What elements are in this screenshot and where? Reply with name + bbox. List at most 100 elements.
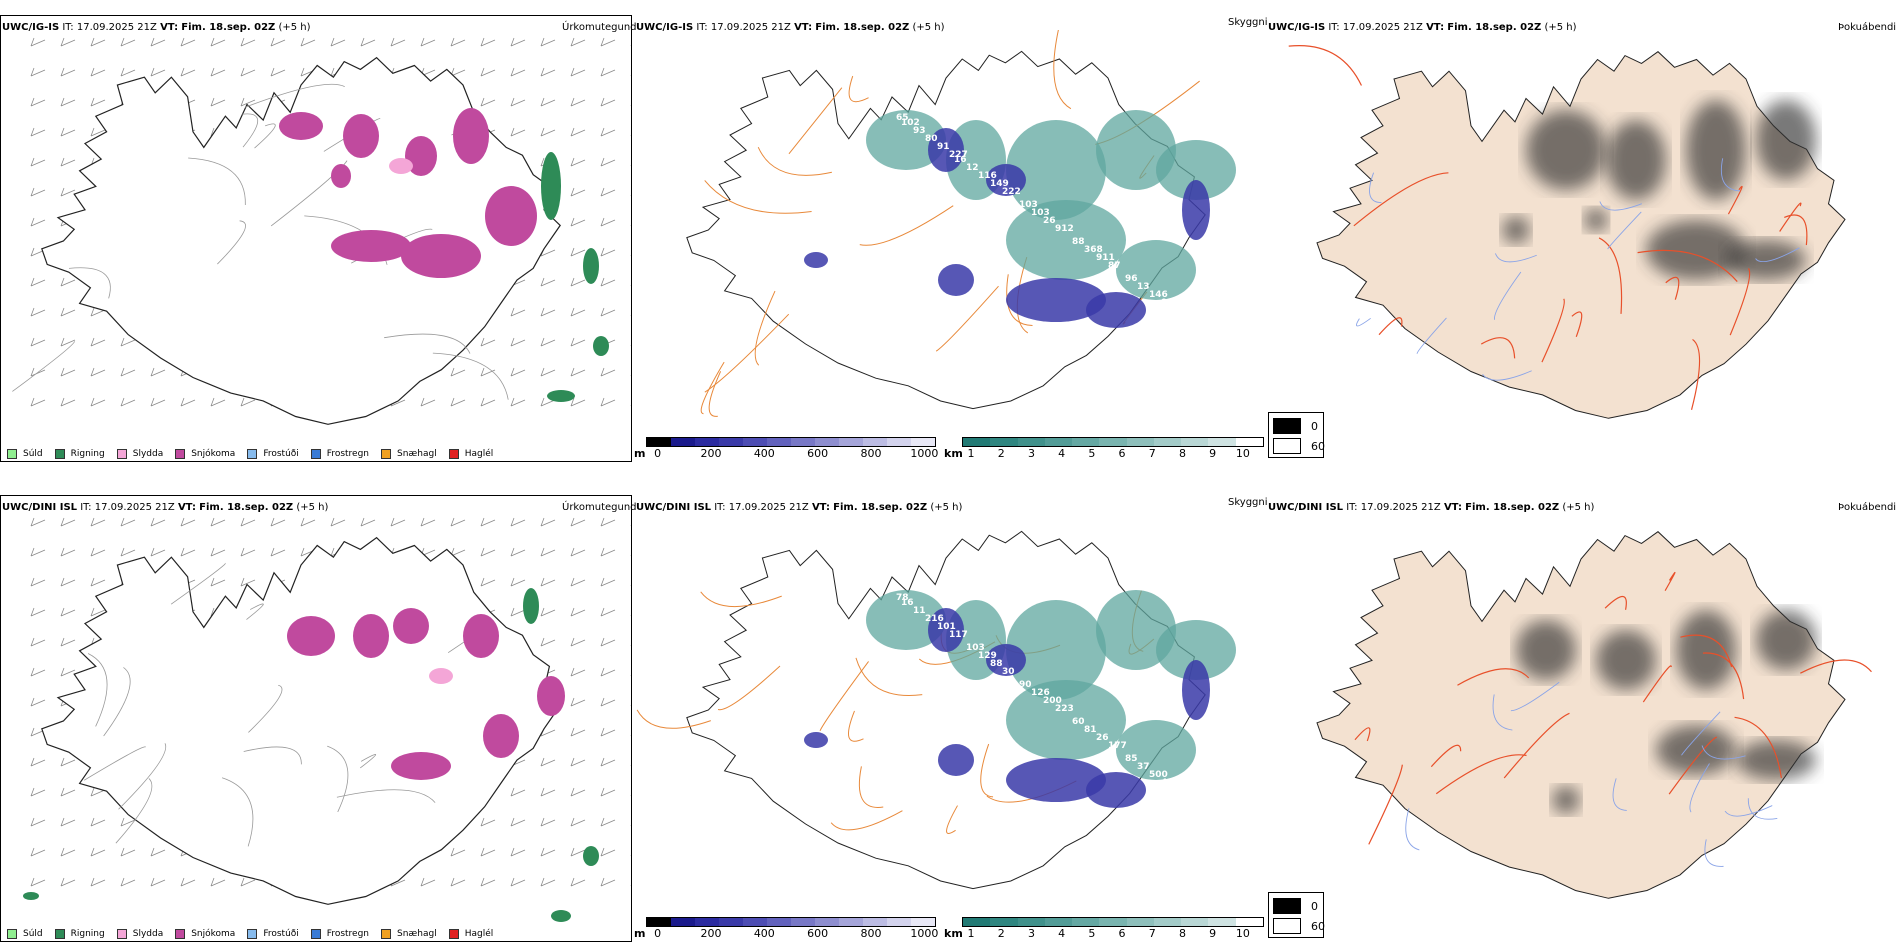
- colorbar-step: [1235, 438, 1263, 446]
- rain-area: [583, 846, 599, 866]
- it-value: 17.09.2025 21Z: [76, 22, 157, 33]
- wind-barb: [30, 367, 46, 377]
- colorbar-step: [1181, 918, 1209, 926]
- panel-title: Skyggni: [1228, 17, 1268, 28]
- road-line: [1784, 214, 1808, 246]
- wind-barb: [90, 787, 106, 797]
- legend-swatch: [116, 449, 127, 459]
- wind-barb: [510, 337, 526, 347]
- sleet-area: [389, 158, 413, 174]
- wind-barb: [570, 67, 586, 77]
- wind-barb: [570, 307, 586, 317]
- wind-barb: [570, 37, 586, 47]
- wind-barb: [150, 397, 166, 407]
- wind-barb: [150, 367, 166, 377]
- run-info: UWC/IG-IS IT: 17.09.2025 21Z VT: Fim. 18…: [636, 22, 945, 33]
- vt-value: Fim. 18.sep. 02Z: [181, 22, 276, 33]
- river-line: [1482, 370, 1532, 381]
- colorbar-tick: 4: [1058, 927, 1066, 940]
- colorbar-step: [671, 918, 695, 926]
- vt-label: VT:: [160, 22, 179, 33]
- wind-barb: [60, 277, 76, 287]
- colorbar-step: [1208, 918, 1236, 926]
- wind-barb: [510, 787, 526, 797]
- wind-barb: [60, 127, 76, 137]
- legend-label: Slydda: [132, 449, 164, 459]
- wind-barb: [90, 367, 106, 377]
- wind-barb: [210, 577, 226, 587]
- wind-barb: [570, 697, 586, 707]
- wind-barb: [450, 517, 466, 527]
- fog-area: [1756, 610, 1816, 670]
- legend-swatch: [175, 449, 186, 459]
- legend-swatch: [381, 929, 392, 939]
- wind-barb: [480, 97, 496, 107]
- cloud-base-value: 500: [1149, 770, 1168, 780]
- cloud-base-value: 18: [1178, 311, 1191, 321]
- wind-barb: [600, 217, 616, 227]
- cloud-base-area: [938, 744, 974, 776]
- cloud-base-value: 12: [966, 163, 979, 173]
- wind-barb: [480, 517, 496, 527]
- low-visibility-area: [1116, 240, 1196, 300]
- wind-barb: [570, 847, 586, 857]
- wind-barb: [90, 337, 106, 347]
- road-line: [254, 123, 276, 149]
- cloud-base-area: [938, 264, 974, 296]
- run-info: UWC/DINI ISL IT: 17.09.2025 21Z VT: Fim.…: [636, 502, 962, 513]
- road-line: [1353, 172, 1449, 227]
- wind-barb: [540, 847, 556, 857]
- wind-barb: [540, 307, 556, 317]
- road-line: [636, 709, 711, 729]
- wind-barb: [570, 517, 586, 527]
- fog-area: [1646, 220, 1746, 280]
- wind-barb: [330, 37, 346, 47]
- road-line: [946, 805, 958, 834]
- colorbar-step: [1126, 438, 1154, 446]
- wind-barb: [630, 794, 631, 796]
- low-visibility-area: [866, 110, 946, 170]
- wind-barb: [390, 37, 406, 47]
- precip-legend-item: Snæhagl: [381, 929, 437, 939]
- wind-barb: [510, 607, 526, 617]
- wind-barb: [30, 37, 46, 47]
- wind-barb: [600, 667, 616, 677]
- legend-swatch: [54, 449, 65, 459]
- road-line: [1480, 337, 1516, 359]
- colorbar-step: [671, 438, 695, 446]
- river-line: [1495, 253, 1537, 263]
- snow-area: [331, 230, 411, 262]
- wind-barb: [600, 307, 616, 317]
- road-line: [980, 743, 994, 798]
- colorbar-step: [1044, 438, 1073, 446]
- cloud-base-value: 50: [1214, 335, 1227, 345]
- cloud-base-value: 80: [925, 134, 938, 144]
- lead-time: (+5 h): [1562, 502, 1595, 513]
- cloud-base-area: [1086, 292, 1146, 328]
- precip-type-map: [12, 37, 631, 425]
- vt-value: Fim. 18.sep. 02Z: [1465, 502, 1560, 513]
- wind-barb: [90, 397, 106, 407]
- wind-barb: [120, 547, 136, 557]
- wind-barb: [30, 397, 46, 407]
- legend-label: Frostúði: [263, 929, 299, 939]
- colorbar-step: [863, 438, 887, 446]
- colorbar-step: [695, 438, 719, 446]
- wind-barb: [210, 37, 226, 47]
- snow-area: [343, 114, 379, 158]
- wind-barb: [180, 67, 196, 77]
- wind-barb: [240, 97, 256, 107]
- wind-barb: [600, 67, 616, 77]
- road-line: [188, 157, 246, 206]
- road-line: [788, 87, 843, 155]
- colorbar-tick: 7: [1148, 927, 1156, 940]
- colorbar-step: [1017, 438, 1045, 446]
- it-value: 17.09.2025 21Z: [728, 502, 809, 513]
- wind-barb: [60, 607, 76, 617]
- iceland-land: [1316, 51, 1846, 419]
- fog-area: [1686, 100, 1746, 200]
- vt-label: VT:: [811, 502, 830, 513]
- wind-barb: [540, 97, 556, 107]
- wind-barb: [630, 734, 631, 736]
- wind-barb: [510, 847, 526, 857]
